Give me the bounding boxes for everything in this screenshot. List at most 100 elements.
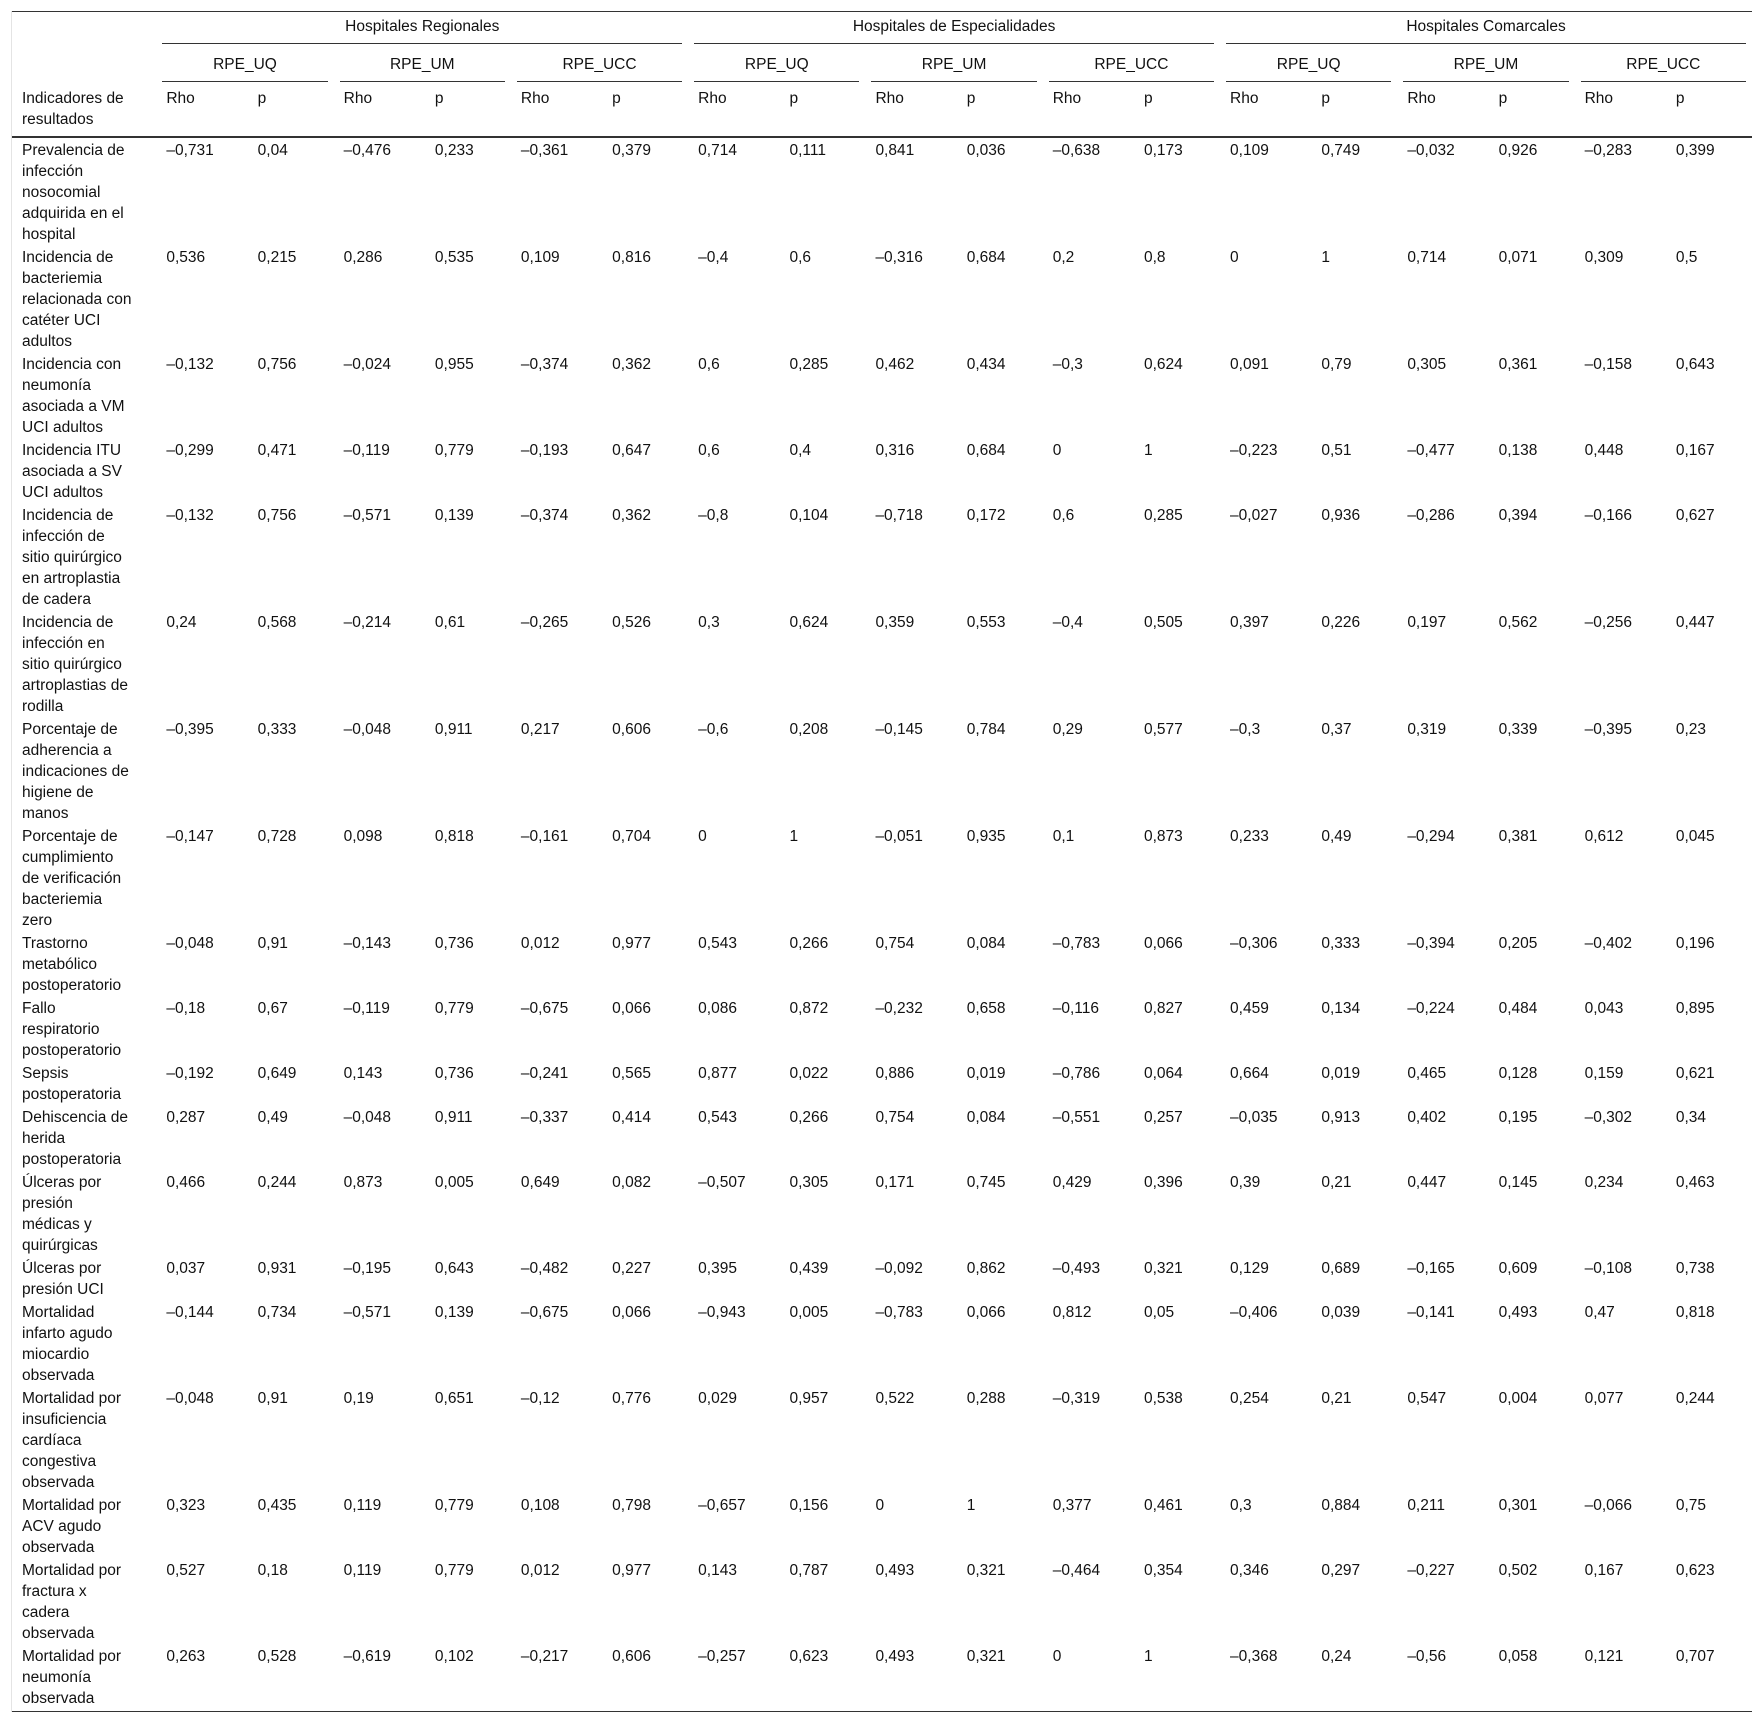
subgroup-title: RPE_UCC <box>1580 54 1746 82</box>
cell-value: 0,565 <box>612 1065 651 1082</box>
row-label: Sepsis postoperatoria <box>22 1065 122 1103</box>
cell-value: 0,066 <box>612 1304 651 1321</box>
cell-value: 0,543 <box>698 1109 737 1126</box>
data-row: Úlceras por presión UCI 0,037 0,931 –0,195 0… <box>12 1256 1752 1300</box>
stat-header: p <box>247 82 334 138</box>
cell-value: 0,036 <box>966 142 1006 159</box>
cell-value: 0,119 <box>343 1497 382 1514</box>
cell-value: –0,3 <box>1052 356 1083 373</box>
cell-value: –0,192 <box>166 1065 214 1082</box>
cell-value: 0,321 <box>956 1644 1043 1712</box>
cell-value: 0,461 <box>1143 1497 1183 1514</box>
stat-header: p <box>1488 82 1575 138</box>
cell-value: 0,217 <box>520 721 560 738</box>
cell-value: 0,543 <box>698 935 737 952</box>
cell-value: –0,214 <box>343 614 392 631</box>
cell-value: 0,084 <box>966 1109 1006 1126</box>
cell-value: 0,526 <box>612 614 651 631</box>
cell-value: 0,931 <box>257 1260 297 1277</box>
cell-value: 0,1 <box>1052 828 1075 845</box>
cell-value: 0,138 <box>1498 442 1538 459</box>
cell-value: –0,217 <box>510 1644 603 1712</box>
cell-value: 0,227 <box>612 1260 651 1277</box>
cell-value: 0,439 <box>789 1260 829 1277</box>
cell-value: –0,048 <box>166 1390 214 1407</box>
cell-value: 0,736 <box>434 935 474 952</box>
cell-value: 0 <box>1052 442 1062 459</box>
cell-value: 0,51 <box>1321 442 1352 459</box>
cell-value: 0,39 <box>1230 1174 1261 1191</box>
cell-value: 0,738 <box>1675 1260 1715 1277</box>
cell-value: 0,895 <box>1675 1000 1715 1017</box>
cell-value: 0,167 <box>1675 442 1715 459</box>
stat-header: Rho <box>1042 82 1134 138</box>
data-row: Trastorno metabólico postoperatorio –0,04… <box>12 931 1752 996</box>
cell-value: 0,022 <box>789 1065 829 1082</box>
row-label: Porcentaje de adherencia a indicaciones … <box>22 721 129 822</box>
cell-value: 0,434 <box>966 356 1006 373</box>
cell-value: 0,05 <box>1143 1304 1175 1321</box>
stat-header: p <box>956 82 1043 138</box>
cell-value: 0,24 <box>166 614 197 631</box>
cell-value: –0,731 <box>166 142 214 159</box>
cell-value: 0,447 <box>1407 1174 1447 1191</box>
cell-value: 0,321 <box>1143 1260 1183 1277</box>
cell-value: 0,362 <box>612 356 651 373</box>
cell-value: 0,34 <box>1675 1109 1707 1126</box>
cell-value: 0,395 <box>698 1260 737 1277</box>
cell-value: –0,227 <box>1407 1562 1455 1579</box>
row-label: Mortalidad por insuficiencia cardíaca co… <box>22 1390 122 1491</box>
group-header: Hospitales Regionales <box>156 11 689 50</box>
subgroup-title: RPE_UQ <box>1226 54 1392 82</box>
cell-value: 0,643 <box>434 1260 474 1277</box>
cell-value: –0,337 <box>520 1109 569 1126</box>
cell-value: 0,24 <box>1311 1644 1398 1712</box>
cell-value: 0,429 <box>1052 1174 1092 1191</box>
cell-value: 0,8 <box>1143 249 1166 266</box>
cell-value: 0,381 <box>1498 828 1538 845</box>
cell-value: –0,158 <box>1584 356 1632 373</box>
stat-header: Rho <box>865 82 957 138</box>
cell-value: 0,377 <box>1052 1497 1092 1514</box>
group-title: Hospitales Comarcales <box>1226 16 1746 44</box>
row-label: Prevalencia de infección nosocomial adqu… <box>22 142 125 243</box>
cell-value: 0,333 <box>257 721 297 738</box>
cell-value: –0,374 <box>520 507 569 524</box>
cell-value: –0,032 <box>1407 142 1455 159</box>
cell-value: 0 <box>875 1497 885 1514</box>
cell-value: 0,004 <box>1498 1390 1538 1407</box>
cell-value: –0,361 <box>520 142 569 159</box>
cell-value: 0,286 <box>343 249 383 266</box>
cell-value: –0,241 <box>520 1065 569 1082</box>
cell-value: 0,471 <box>257 442 297 459</box>
cell-value: 0,873 <box>1143 828 1183 845</box>
cell-value: 0,104 <box>789 507 829 524</box>
cell-value: –0,551 <box>1052 1109 1101 1126</box>
cell-value: 0,627 <box>1675 507 1715 524</box>
row-label: Incidencia con neumonía asociada a VM UC… <box>22 356 125 436</box>
cell-value: 0,649 <box>257 1065 297 1082</box>
subgroup-header-row: RPE_UQ RPE_UM RPE_UCC RPE_UQ RPE_UM RPE_UCC RP… <box>12 50 1752 82</box>
cell-value: 0,647 <box>612 442 651 459</box>
cell-value: 0,285 <box>1143 507 1183 524</box>
cell-value: 0,493 <box>1498 1304 1538 1321</box>
cell-value: 0,505 <box>1143 614 1183 631</box>
cell-value: 0,109 <box>1230 142 1269 159</box>
cell-value: 0,798 <box>612 1497 651 1514</box>
cell-value: 0,935 <box>966 828 1006 845</box>
cell-value: 0,196 <box>1675 935 1715 952</box>
cell-value: –0,18 <box>166 1000 206 1017</box>
cell-value: 0,361 <box>1498 356 1538 373</box>
cell-value: 0,484 <box>1498 1000 1538 1017</box>
cell-value: 0,779 <box>434 1562 474 1579</box>
stat-header: Rho <box>1574 82 1666 138</box>
cell-value: 0,779 <box>434 1497 474 1514</box>
cell-value: –0,786 <box>1052 1065 1101 1082</box>
subgroup-title: RPE_UCC <box>1048 54 1215 82</box>
stat-header: Rho <box>510 82 603 138</box>
cell-value: –0,675 <box>520 1304 569 1321</box>
stat-header: Rho <box>1220 82 1312 138</box>
results-table: Hospitales Regionales Hospitales de Espec… <box>12 11 1752 1712</box>
cell-value: 0,195 <box>1498 1109 1538 1126</box>
cell-value: 1 <box>1143 442 1153 459</box>
